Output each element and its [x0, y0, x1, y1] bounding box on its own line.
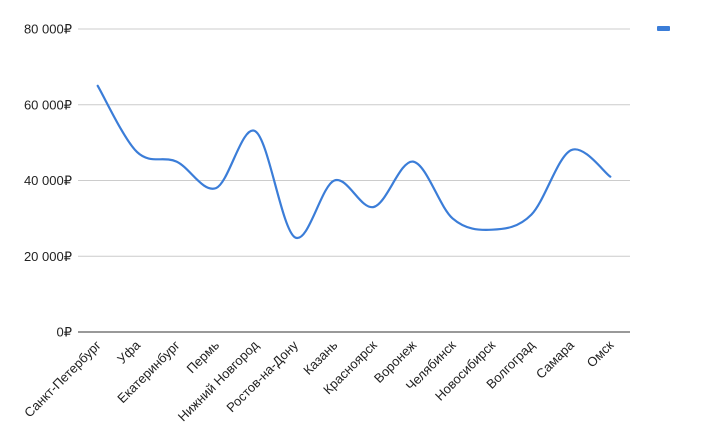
x-tick-label: Самара	[533, 337, 578, 382]
y-tick-label: 60 000₽	[24, 97, 72, 112]
y-tick-label: 20 000₽	[24, 249, 72, 264]
legend	[657, 26, 670, 31]
y-tick-label: 0₽	[56, 325, 72, 340]
y-tick-label: 40 000₽	[24, 173, 72, 188]
series-lines	[96, 84, 612, 239]
x-tick-label: Ростов-на-Дону	[223, 337, 301, 415]
x-tick-label: Омск	[584, 337, 617, 370]
y-tick-label: 80 000₽	[24, 22, 72, 37]
x-tick-label: Пермь	[184, 337, 223, 376]
x-tick-label: Уфа	[114, 337, 144, 367]
y-axis-tick-labels: 0₽ 20 000₽ 40 000₽ 60 000₽ 80 000₽	[24, 22, 72, 340]
series-line	[96, 84, 612, 239]
grid-lines	[78, 28, 630, 257]
legend-swatch	[657, 26, 670, 31]
x-tick-label: Санкт-Петербург	[21, 337, 104, 420]
